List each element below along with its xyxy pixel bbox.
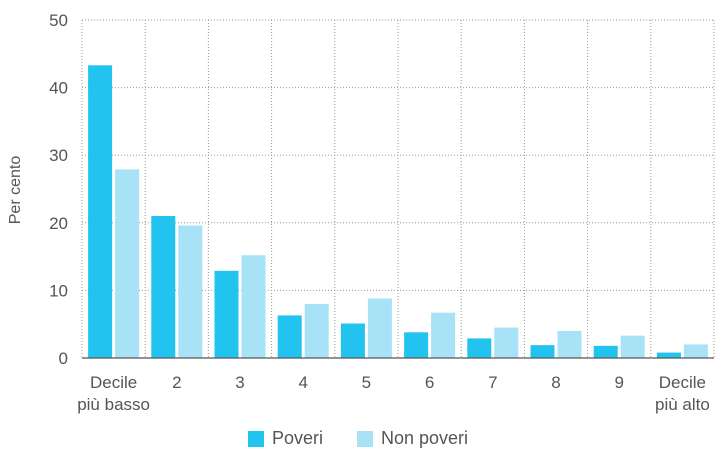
y-axis-label: Per cento: [7, 156, 24, 225]
bar-poveri: [340, 323, 365, 358]
x-tick-label: 6: [425, 373, 434, 392]
bar-non-poveri: [557, 330, 582, 358]
bar-poveri: [656, 352, 681, 358]
x-tick-label: 2: [172, 373, 181, 392]
legend-label-poveri: Poveri: [271, 428, 323, 448]
bar-poveri: [151, 216, 176, 358]
bar-non-poveri: [683, 344, 708, 358]
y-tick-label: 20: [49, 214, 68, 233]
bar-poveri: [277, 315, 302, 358]
x-tick-label: 9: [614, 373, 623, 392]
bar-non-poveri: [178, 225, 203, 358]
bar-poveri: [530, 345, 555, 358]
x-tick-label: 8: [551, 373, 560, 392]
bar-chart: 0 10 20 30 40 50 Decile più basso 2 3 4 5 6 7 8 9 Decile…: [7, 11, 715, 414]
legend-swatch-poveri: [247, 430, 264, 447]
x-tick-label: Decile più basso: [77, 373, 150, 414]
bar-non-poveri: [367, 298, 392, 358]
legend-item-poveri: Poveri: [247, 428, 323, 449]
legend-item-non-poveri: Non poveri: [356, 428, 469, 449]
bars: [88, 65, 708, 359]
y-tick-label: 0: [59, 349, 68, 368]
bar-poveri: [88, 65, 113, 359]
bar-non-poveri: [620, 335, 645, 358]
legend-label-non-poveri: Non poveri: [380, 428, 469, 448]
bar-poveri: [214, 270, 239, 358]
y-tick-label: 30: [49, 146, 68, 165]
grid-lines: [81, 19, 715, 358]
bar-non-poveri: [115, 169, 140, 358]
x-tick-label: 4: [298, 373, 307, 392]
bar-poveri: [593, 345, 618, 358]
x-tick-label: 7: [488, 373, 497, 392]
x-tick-label: Decile più alto: [655, 373, 710, 414]
bar-poveri: [404, 332, 429, 358]
bar-non-poveri: [431, 312, 456, 358]
legend: Poveri Non poveri: [0, 428, 716, 449]
bar-non-poveri: [241, 255, 266, 358]
bar-non-poveri: [494, 327, 519, 358]
legend-swatch-non-poveri: [356, 430, 373, 447]
x-tick-label: 3: [235, 373, 244, 392]
y-tick-label: 10: [49, 281, 68, 300]
y-tick-label: 40: [49, 79, 68, 98]
y-tick-label: 50: [49, 11, 68, 30]
x-tick-label: 5: [362, 373, 371, 392]
axes: 0 10 20 30 40 50 Decile più basso 2 3 4 5 6 7 8 9 Decile…: [49, 11, 714, 414]
bar-poveri: [467, 338, 492, 358]
bar-non-poveri: [304, 303, 329, 358]
